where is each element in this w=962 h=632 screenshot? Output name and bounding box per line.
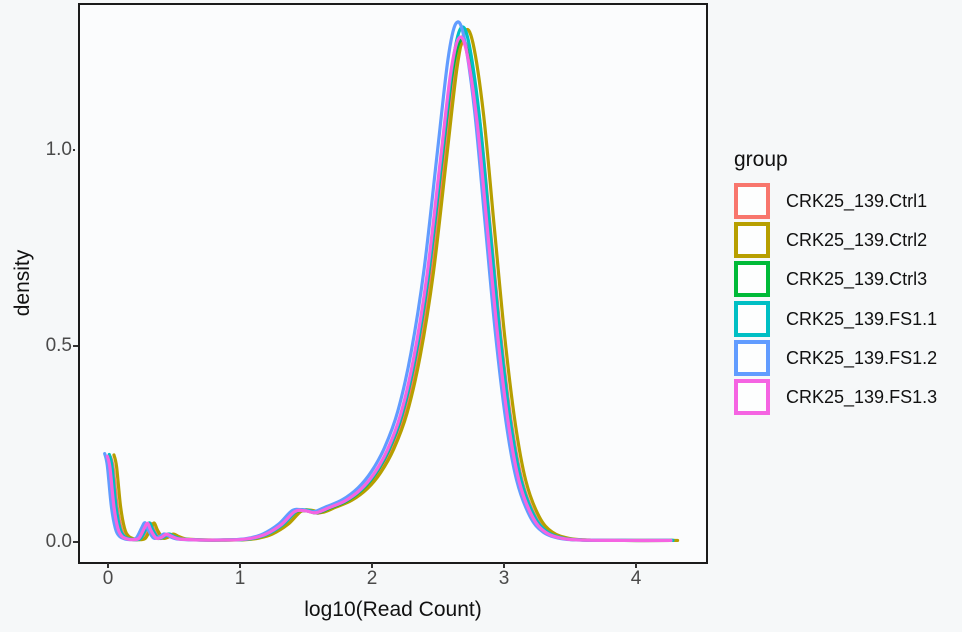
x-tick-label-3: 3 [498, 568, 510, 589]
legend-key-fs1-3-icon [734, 379, 770, 415]
density-curve-CRK25_139.Ctrl2 [112, 27, 680, 543]
legend-label-ctrl1: CRK25_139.Ctrl1 [786, 191, 928, 211]
legend-key-ctrl1-icon [734, 183, 770, 219]
x-tick-label-4: 4 [630, 568, 642, 589]
y-tick-mark [73, 345, 78, 347]
plot-panel [78, 3, 708, 564]
density-curves [103, 20, 680, 543]
y-tick-label-0.5: 0.5 [45, 335, 72, 356]
x-tick-mark [239, 563, 241, 568]
legend-label-ctrl3: CRK25_139.Ctrl3 [786, 269, 928, 289]
x-axis-title: log10(Read Count) [304, 598, 482, 621]
x-tick-mark [107, 563, 109, 568]
density-curve-CRK25_139.Ctrl3 [107, 38, 674, 543]
y-tick-mark [73, 149, 75, 151]
legend-key-ctrl2-icon [734, 222, 770, 258]
legend-label-fs1-3: CRK25_139.FS1.3 [786, 387, 938, 407]
x-tick-mark [635, 563, 637, 568]
legend-label-ctrl2: CRK25_139.Ctrl2 [786, 230, 928, 250]
density-curve-CRK25_139.FS1.1 [107, 25, 675, 543]
legend-title: group [734, 148, 788, 171]
x-tick-label-1: 1 [234, 568, 246, 589]
y-axis-title: density [11, 249, 34, 317]
legend-key-fs1-1-icon [734, 301, 770, 337]
legend-label-fs1-2: CRK25_139.FS1.2 [786, 348, 938, 368]
density-curve-CRK25_139.Ctrl1 [109, 40, 676, 543]
y-tick-label-0.0: 0.0 [45, 531, 72, 552]
x-tick-label-0: 0 [102, 568, 114, 589]
y-tick-label-1.0: 1.0 [45, 139, 72, 160]
legend-key-ctrl3-icon [734, 261, 770, 297]
x-tick-mark [371, 563, 373, 568]
density-curve-CRK25_139.FS1.3 [105, 35, 673, 543]
x-tick-label-2: 2 [366, 568, 378, 589]
legend-label-fs1-1: CRK25_139.FS1.1 [786, 309, 938, 329]
x-tick-mark [503, 563, 505, 568]
y-tick-mark [73, 541, 78, 543]
legend-key-fs1-2-icon [734, 340, 770, 376]
